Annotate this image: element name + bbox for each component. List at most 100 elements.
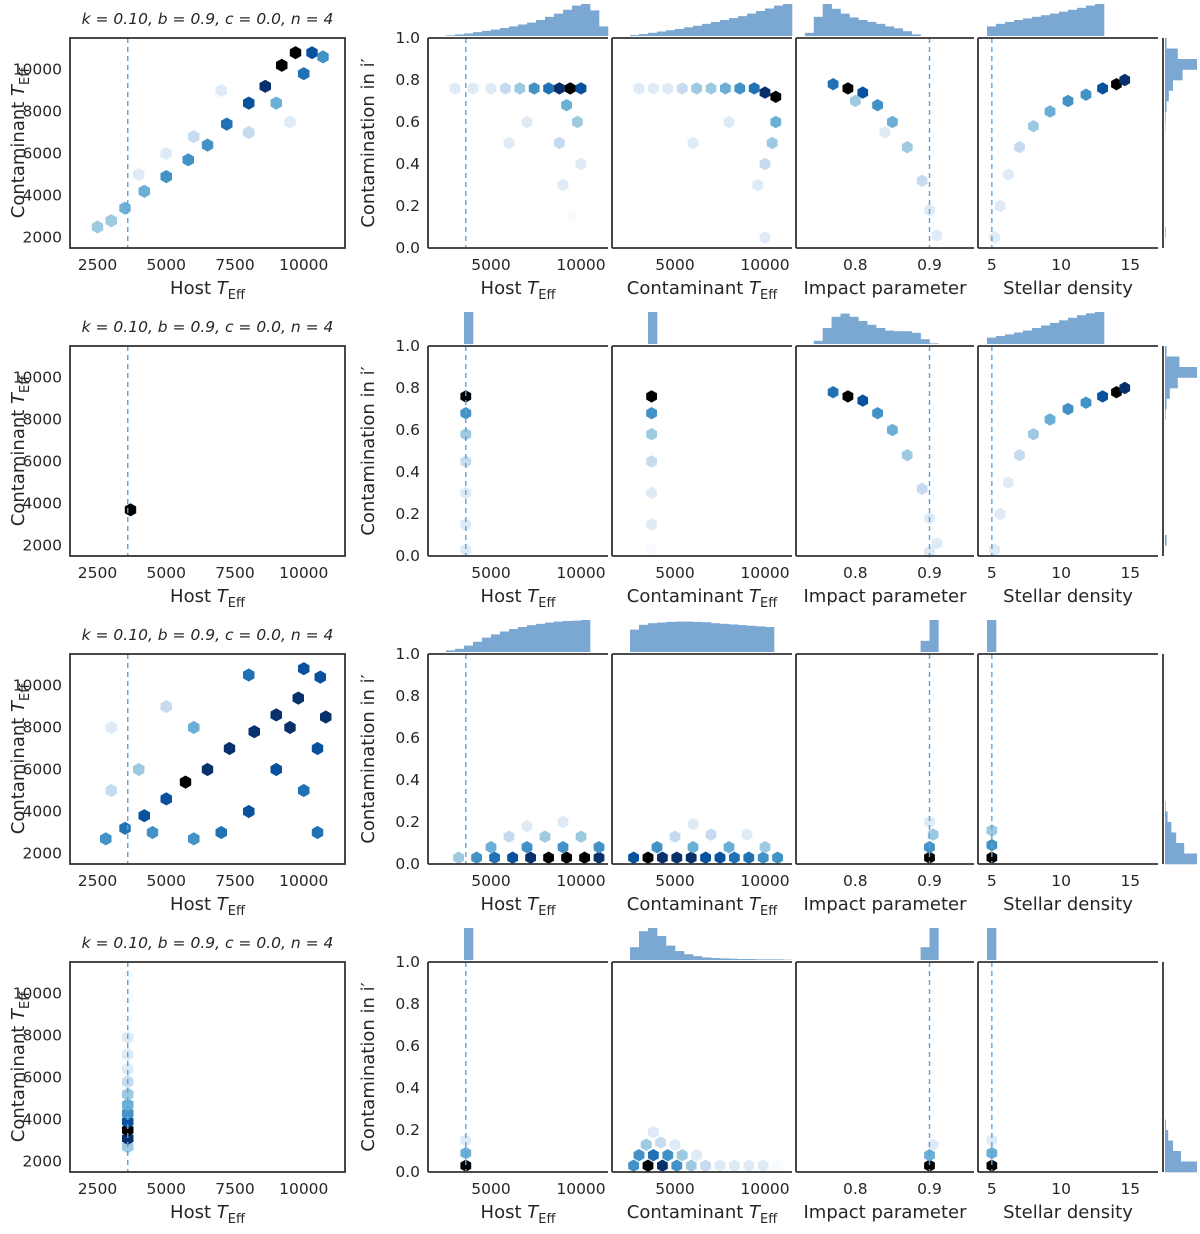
hexbin-cell — [994, 507, 1006, 521]
y-marginal-histogram — [1162, 962, 1197, 1173]
hexbin-cell — [298, 783, 310, 798]
marginal-histogram-bar — [813, 16, 823, 36]
hexbin-cell — [243, 804, 255, 819]
marginal-histogram-bar — [987, 337, 997, 344]
marginal-histogram-bar — [920, 339, 930, 344]
contamination-panel-4: 5 10 15 Stellar density — [977, 4, 1158, 299]
hexbin-cell — [687, 841, 699, 854]
hexbin-cell — [1003, 476, 1014, 489]
y-tick-label: 2000 — [23, 537, 62, 555]
panel-title: k = 0.10, b = 0.9, c = 0.0, n = 4 — [82, 318, 334, 336]
hexbin-cell — [887, 115, 898, 129]
hexbin-cell — [1097, 82, 1108, 95]
marginal-histogram-bar — [1023, 330, 1033, 344]
row-4: k = 0.10, b = 0.9, c = 0.0, n = 4 2500 500… — [8, 928, 1197, 1227]
y-tick-label: 10000 — [13, 985, 62, 1003]
marginal-histogram-bar — [518, 24, 528, 36]
hexbin-cell — [676, 82, 688, 95]
marginal-histogram-bar — [630, 35, 640, 36]
hexbin-cell — [734, 82, 746, 95]
marginal-histogram-bar — [446, 35, 456, 36]
marginal-histogram-bar — [491, 29, 501, 36]
y-tick-label: 4000 — [23, 803, 62, 821]
hexbin-cell — [633, 82, 645, 95]
marginal-histogram-bar — [1068, 317, 1078, 344]
y-marginal-bar — [1165, 398, 1167, 410]
x-tick-label: 5000 — [655, 256, 694, 274]
row-3: k = 0.10, b = 0.9, c = 0.0, n = 4 2500 500… — [8, 620, 1197, 919]
hexbin-cell — [243, 96, 255, 110]
y-tick-label: 10000 — [13, 369, 62, 387]
hexbin-cell — [575, 82, 587, 95]
marginal-histogram-bar — [482, 30, 492, 36]
x-tick-label: 0.9 — [917, 872, 942, 890]
hexbin-cell — [138, 184, 150, 198]
marginal-histogram-bar — [657, 31, 667, 36]
contamination-panel-3: 0.8 0.9 Impact parameter — [795, 620, 974, 915]
hexbin-cell — [1062, 402, 1074, 416]
y-tick-label: 4000 — [23, 187, 62, 205]
hexbin-cell — [133, 167, 145, 182]
marginal-histogram-bar — [675, 621, 685, 652]
marginal-histogram-bar — [572, 620, 582, 652]
y-tick-label: 6000 — [23, 145, 62, 163]
hexbin-cell — [1044, 413, 1056, 426]
marginal-histogram-bar — [500, 28, 510, 36]
marginal-histogram-bar — [1095, 312, 1105, 344]
hexbin-cell — [628, 1159, 639, 1172]
hexbin-cell — [215, 83, 227, 98]
y-marginal-bar — [1165, 843, 1185, 854]
y-tick-label: 0.0 — [395, 547, 420, 565]
marginal-histogram-bar — [648, 623, 658, 652]
y-tick-label: 0.2 — [395, 505, 420, 523]
marginal-histogram-bar — [581, 4, 591, 36]
hexbin-cell — [772, 851, 783, 864]
y-marginal-bar — [1165, 377, 1178, 389]
y-marginal-bar — [1165, 356, 1180, 368]
y-tick-label: 0.6 — [395, 113, 420, 131]
hexbin-cell — [901, 141, 913, 154]
marginal-histogram-bar — [996, 336, 1006, 344]
hexbin-cell — [872, 99, 883, 112]
hexbin-cell — [105, 783, 117, 798]
y-marginal-bar — [1165, 227, 1166, 238]
y-tick-label: 0.2 — [395, 1121, 420, 1139]
hexbin-cell — [593, 851, 605, 864]
x-tick-label: 5000 — [147, 872, 186, 890]
contamination-panel-1: 5000 10000 Host TEff 0.0 0.2 0.4 0.6 0.8 1.0 Cont… — [358, 620, 608, 919]
hexbin-cell — [521, 115, 533, 129]
hexbin-cell — [467, 82, 479, 95]
marginal-histogram-bar — [666, 621, 676, 652]
hexbin-cell — [729, 851, 740, 864]
marginal-histogram-bar — [1032, 16, 1042, 36]
marginal-histogram-bar — [711, 958, 721, 960]
y-marginal-bar — [1165, 346, 1167, 357]
y-tick-label: 6000 — [23, 1069, 62, 1087]
x-tick-label: 10000 — [556, 564, 605, 582]
y-tick-label: 2000 — [23, 229, 62, 247]
marginal-histogram-bar — [684, 621, 694, 652]
marginal-histogram-bar — [813, 340, 823, 344]
panel-title: k = 0.10, b = 0.9, c = 0.0, n = 4 — [82, 10, 334, 28]
hexbin-cell — [927, 1138, 939, 1151]
x-axis-label: Host TEff — [481, 586, 557, 611]
marginal-histogram-bar — [1077, 315, 1087, 344]
marginal-histogram-bar — [822, 4, 832, 36]
hexbin-cell — [122, 1131, 134, 1145]
hexbin-cell — [460, 390, 472, 403]
marginal-histogram-bar — [885, 26, 895, 36]
marginal-histogram-bar — [911, 332, 921, 344]
hexbin-cell — [564, 82, 576, 95]
hexbin-cell — [646, 390, 657, 403]
y-tick-label: 1.0 — [395, 29, 420, 47]
hexbin-cell — [1119, 381, 1131, 395]
hexbin-cell — [1119, 73, 1131, 87]
axes-frame — [69, 345, 346, 557]
y-tick-label: 0.8 — [395, 379, 420, 397]
marginal-histogram-bar — [987, 620, 997, 652]
hexbin-cell — [916, 482, 928, 495]
y-tick-label: 0.4 — [395, 771, 420, 789]
hexbin-cell — [557, 841, 569, 854]
y-marginal-bar — [1165, 367, 1197, 378]
hexbin-cell — [646, 455, 657, 468]
